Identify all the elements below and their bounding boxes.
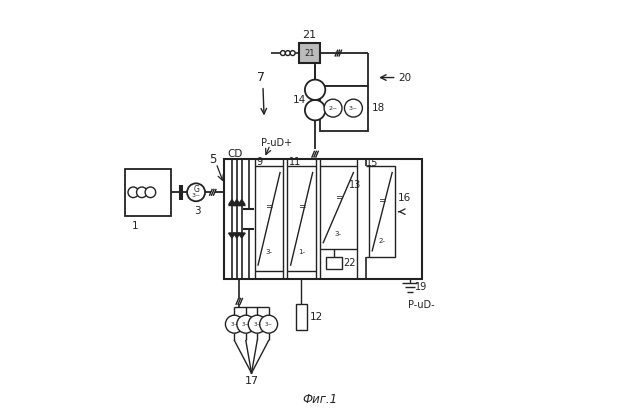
Text: 21: 21 [304,49,315,57]
Text: =: = [266,202,273,211]
Text: G: G [193,185,199,194]
Text: 11: 11 [289,157,301,167]
Text: 3~: 3~ [191,193,201,198]
Polygon shape [234,200,240,205]
Text: =: = [298,202,305,211]
Circle shape [136,187,147,198]
Text: 3~: 3~ [349,106,358,111]
Circle shape [280,51,285,55]
Bar [326,257,342,269]
Polygon shape [228,200,236,205]
Circle shape [260,315,278,333]
Text: 3: 3 [194,206,201,216]
Circle shape [305,79,325,100]
Text: 17: 17 [244,376,259,386]
Text: 3~: 3~ [230,322,239,327]
Polygon shape [239,233,245,238]
Polygon shape [228,233,236,238]
Bar [296,304,307,330]
Text: 1: 1 [132,221,138,231]
Text: 21: 21 [302,30,316,40]
Text: 3~: 3~ [253,322,261,327]
Text: =: = [335,193,342,202]
Text: 9: 9 [256,157,262,167]
Bar [320,86,368,131]
Text: 2~: 2~ [328,106,338,111]
Circle shape [187,183,205,201]
Circle shape [145,187,156,198]
Bar [125,169,171,216]
Text: 5: 5 [209,153,216,166]
Circle shape [248,315,266,333]
Text: 12: 12 [310,312,323,322]
Text: 16: 16 [397,193,411,203]
Text: 2-: 2- [379,238,386,244]
Text: 20: 20 [399,72,412,82]
Text: Фиг.1: Фиг.1 [303,393,337,406]
Bar [299,43,320,63]
Polygon shape [234,233,240,238]
Circle shape [305,100,325,120]
Text: 1-: 1- [298,249,305,255]
Bar [369,166,396,257]
Text: 19: 19 [415,282,427,292]
Bar [224,159,422,279]
Text: 14: 14 [292,95,306,105]
Bar [320,166,356,249]
Text: 3~: 3~ [264,322,273,327]
Circle shape [225,315,243,333]
Text: =: = [378,196,386,206]
Circle shape [324,99,342,117]
Bar [255,166,284,271]
Text: P-uD-: P-uD- [408,300,435,310]
Circle shape [237,315,255,333]
Circle shape [344,99,362,117]
Text: 3~: 3~ [242,322,250,327]
Text: 3-: 3- [335,231,342,237]
Circle shape [285,51,291,55]
Bar [287,166,316,271]
Text: 3-: 3- [266,249,273,255]
Text: 18: 18 [371,103,385,113]
Circle shape [291,51,295,55]
Text: 13: 13 [349,180,362,190]
Circle shape [128,187,139,198]
Polygon shape [239,200,245,205]
Text: P-uD+: P-uD+ [261,138,292,148]
Text: CD: CD [227,149,243,159]
Text: 15: 15 [365,158,378,168]
Text: 7: 7 [257,71,265,84]
Text: 22: 22 [344,258,356,268]
